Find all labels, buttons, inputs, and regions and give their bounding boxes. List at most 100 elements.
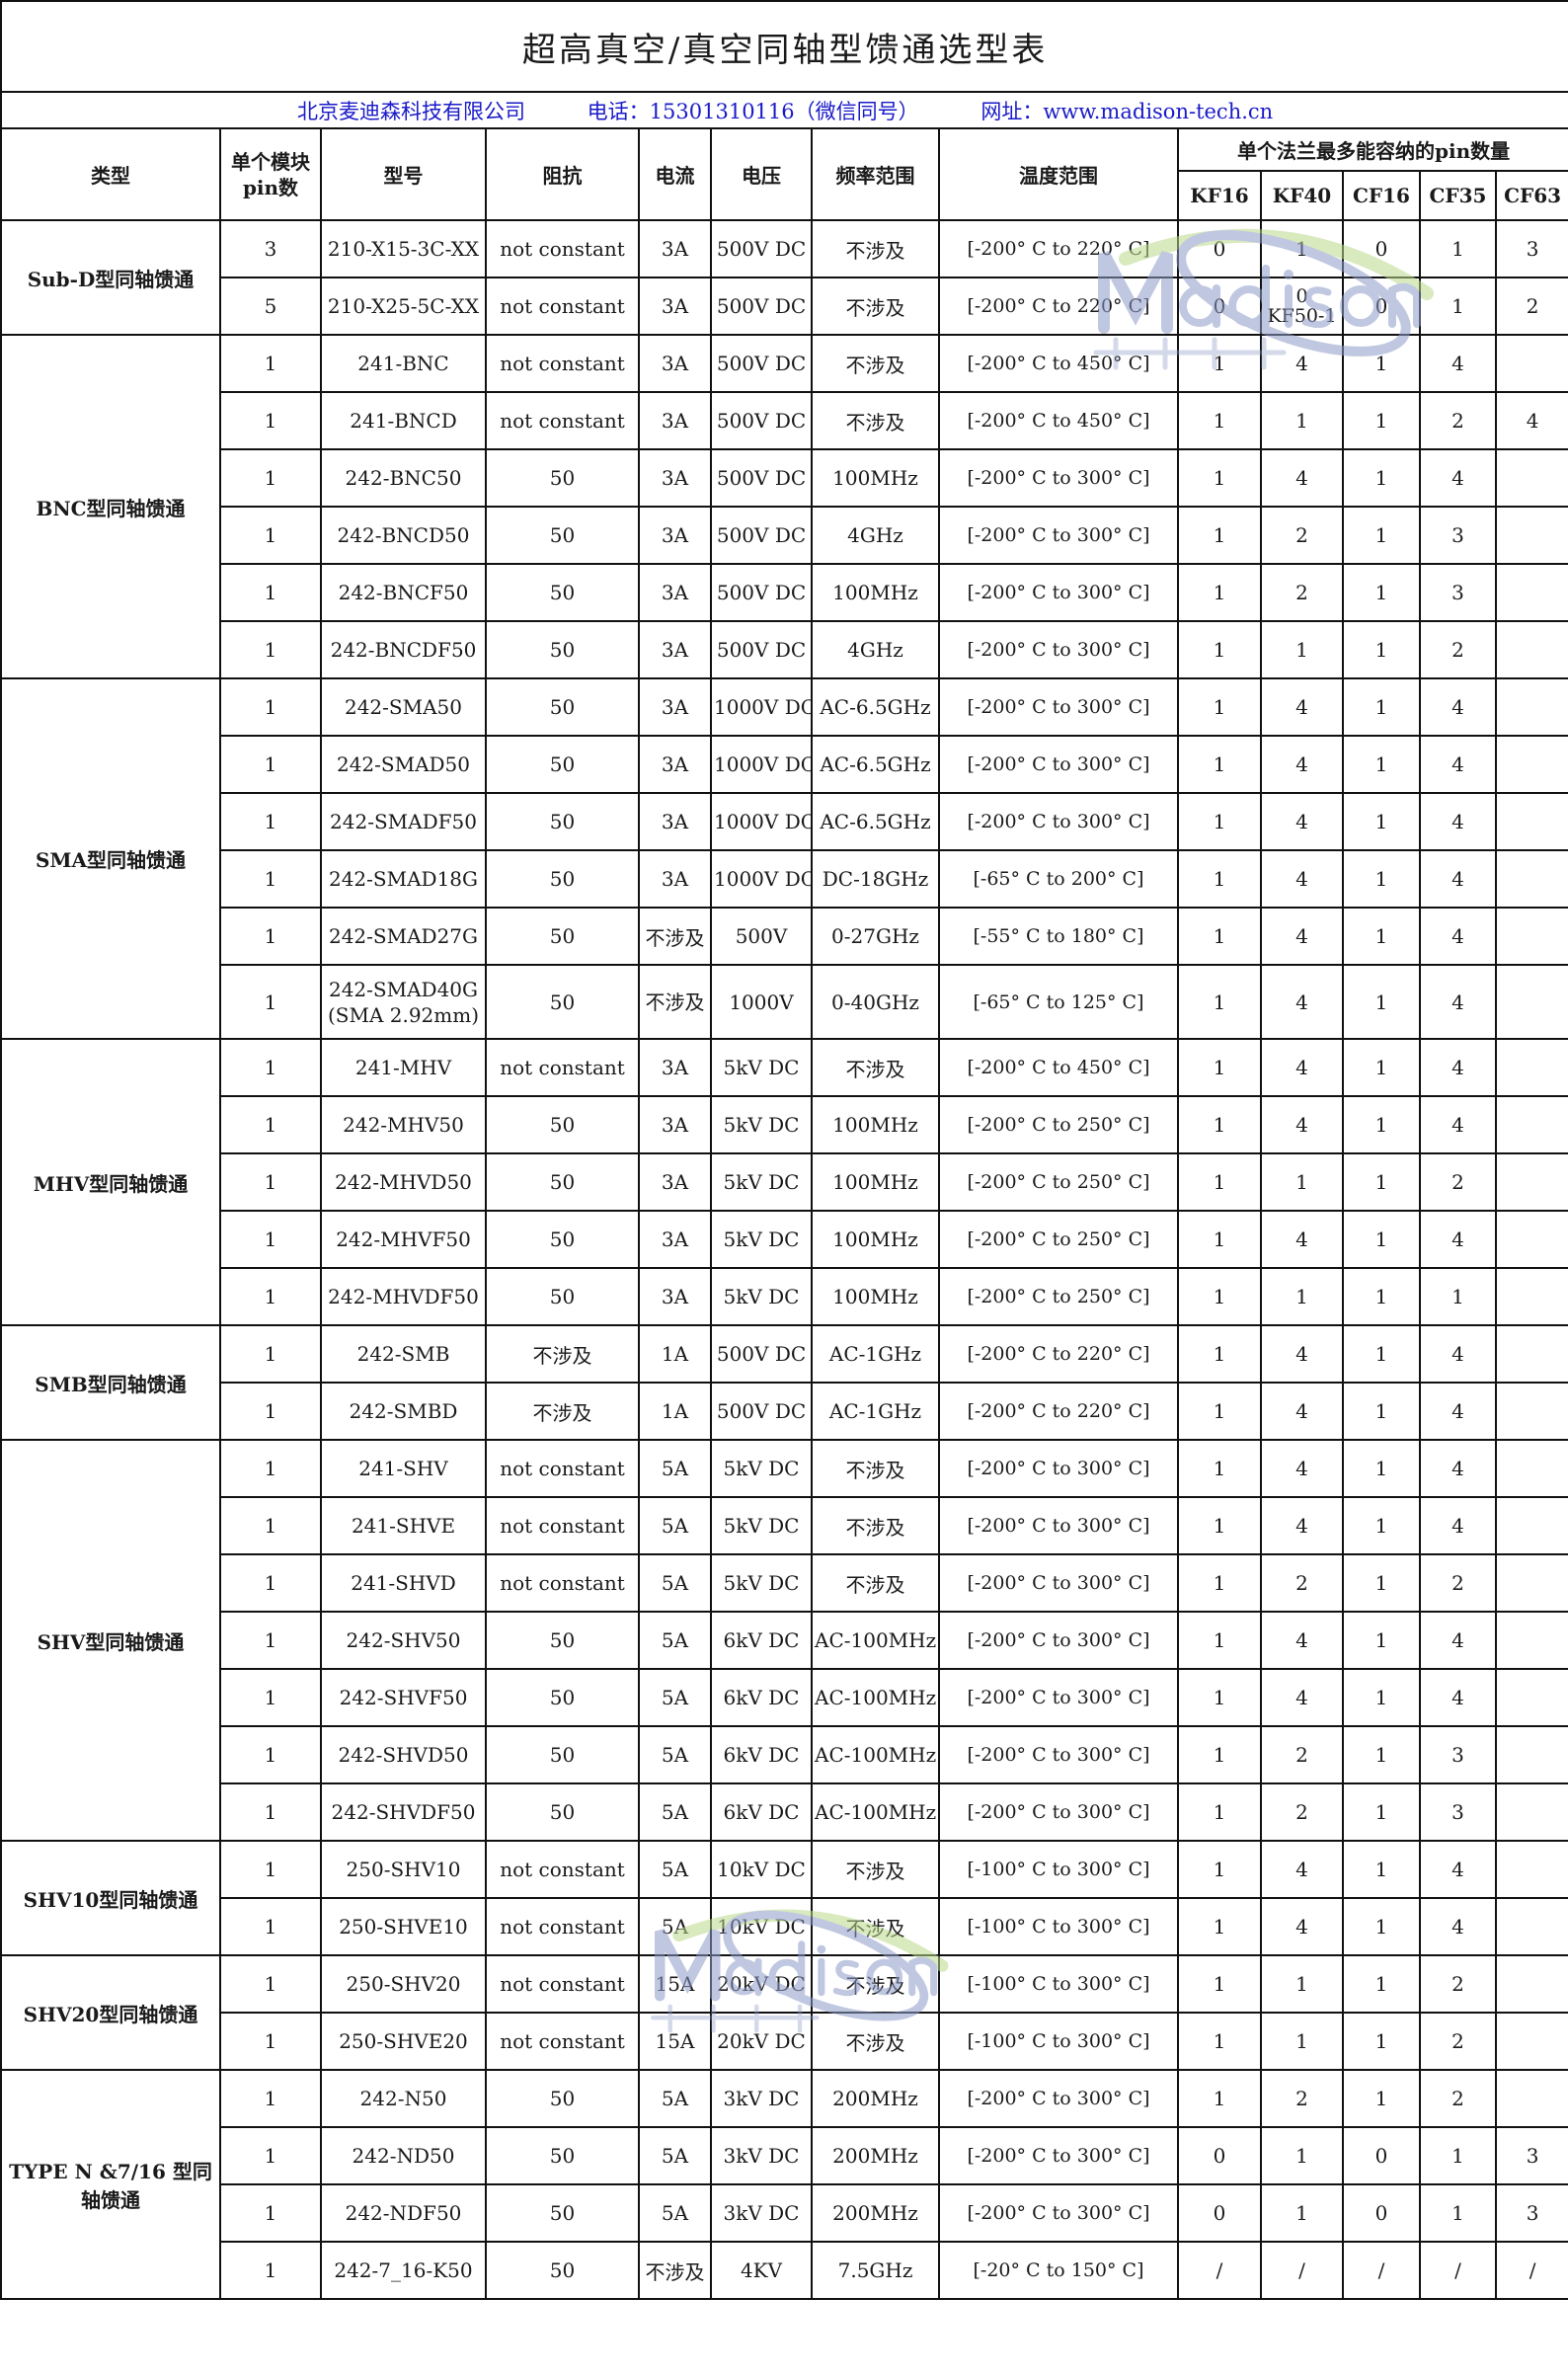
temperature-cell: [-200° C to 450° C] bbox=[938, 1038, 1179, 1097]
group-type-cell: MHV型同轴馈通 bbox=[0, 1038, 221, 1326]
company-phone: 电话：15301310116（微信同号） bbox=[587, 99, 919, 123]
current-cell: 5A bbox=[638, 2183, 712, 2243]
pins-cell: 1 bbox=[219, 1382, 322, 1441]
table-row: 1 242-SHVF50 50 5A 6kV DC AC-100MHz [-200° C t… bbox=[1, 1668, 1568, 1727]
voltage-cell: 500V DC bbox=[710, 563, 813, 622]
pin-count-kf40: 4 bbox=[1260, 334, 1344, 393]
current-cell: 3A bbox=[638, 1210, 712, 1269]
pin-count-kf40: 4 bbox=[1260, 1496, 1344, 1555]
impedance-cell: not constant bbox=[485, 2012, 640, 2071]
pin-count-cf16: 1 bbox=[1342, 334, 1421, 393]
impedance-cell: 50 bbox=[485, 677, 640, 737]
temperature-cell: [-100° C to 300° C] bbox=[938, 1954, 1179, 2014]
header-flange-kf16: KF16 bbox=[1177, 170, 1262, 221]
impedance-cell: 50 bbox=[485, 964, 640, 1040]
voltage-cell: 500V DC bbox=[710, 620, 813, 679]
pin-count-kf16: 1 bbox=[1177, 563, 1262, 622]
pin-count-cf63 bbox=[1494, 1725, 1568, 1784]
voltage-cell: 5kV DC bbox=[710, 1267, 813, 1326]
temperature-cell: [-200° C to 450° C] bbox=[938, 334, 1179, 393]
temperature-cell: [-65° C to 200° C] bbox=[938, 849, 1179, 909]
pin-count-cf16: 1 bbox=[1342, 1382, 1421, 1441]
impedance-cell: not constant bbox=[485, 1496, 640, 1555]
temperature-cell: [-200° C to 220° C] bbox=[938, 277, 1179, 336]
pin-count-cf35: 2 bbox=[1419, 1553, 1497, 1613]
model-cell: 242-MHVD50 bbox=[320, 1152, 487, 1212]
current-cell: 不涉及 bbox=[638, 964, 712, 1040]
current-cell: 3A bbox=[638, 277, 712, 336]
group-type-cell: BNC型同轴馈通 bbox=[0, 334, 221, 679]
pin-count-cf16: 1 bbox=[1342, 1954, 1421, 2014]
frequency-cell: 不涉及 bbox=[811, 277, 940, 336]
voltage-cell: 5kV DC bbox=[710, 1439, 813, 1498]
pin-count-cf63: 4 bbox=[1494, 391, 1568, 450]
impedance-cell: not constant bbox=[485, 1038, 640, 1097]
model-cell: 242-SMAD27G bbox=[320, 907, 487, 966]
pins-cell: 1 bbox=[219, 1954, 322, 2014]
pin-count-kf40: 4 bbox=[1260, 1439, 1344, 1498]
frequency-cell: 不涉及 bbox=[811, 1954, 940, 2014]
pin-count-value: 0 bbox=[1295, 285, 1308, 307]
pin-count-cf63 bbox=[1494, 1611, 1568, 1670]
voltage-cell: 1000V DC bbox=[710, 735, 813, 794]
current-cell: 3A bbox=[638, 1152, 712, 1212]
frequency-cell: 不涉及 bbox=[811, 1439, 940, 1498]
temperature-cell: [-65° C to 125° C] bbox=[938, 964, 1179, 1040]
pins-cell: 1 bbox=[219, 2012, 322, 2071]
pin-count-cf16: 1 bbox=[1342, 1095, 1421, 1154]
temperature-cell: [-200° C to 300° C] bbox=[938, 620, 1179, 679]
header-model: 型号 bbox=[320, 127, 487, 221]
model-cell: 241-MHV bbox=[320, 1038, 487, 1097]
header-flange-cf35: CF35 bbox=[1419, 170, 1497, 221]
pins-cell: 1 bbox=[219, 1725, 322, 1784]
voltage-cell: 500V bbox=[710, 907, 813, 966]
company-website[interactable]: 网址：www.madison-tech.cn bbox=[980, 99, 1274, 123]
model-cell: 242-SMB bbox=[320, 1324, 487, 1384]
frequency-cell: 200MHz bbox=[811, 2069, 940, 2128]
pin-count-cf16: 1 bbox=[1342, 1553, 1421, 1613]
pin-count-cf35: 2 bbox=[1419, 2069, 1497, 2128]
impedance-cell: 50 bbox=[485, 2069, 640, 2128]
table-row: MHV型同轴馈通 1 241-MHV not constant 3A 5kV DC 不涉及[… bbox=[0, 1038, 1568, 1326]
voltage-cell: 1000V DC bbox=[710, 677, 813, 737]
pin-count-cf35: 4 bbox=[1419, 1668, 1497, 1727]
pin-count-cf63 bbox=[1494, 1152, 1568, 1212]
voltage-cell: 5kV DC bbox=[710, 1553, 813, 1613]
table-row: 1 241-SHVD not constant 5A 5kV DC 不涉及 [-200° C… bbox=[1, 1553, 1568, 1613]
impedance-cell: 50 bbox=[485, 1611, 640, 1670]
temperature-cell: [-200° C to 250° C] bbox=[938, 1210, 1179, 1269]
impedance-cell: 50 bbox=[485, 1210, 640, 1269]
table-row: 1 242-BNCDF50 50 3A 500V DC 4GHz [-200° C to 3… bbox=[1, 620, 1568, 679]
pin-count-cf35: 1 bbox=[1419, 277, 1497, 336]
pin-count-cf16: 1 bbox=[1342, 907, 1421, 966]
header-flange-cf16: CF16 bbox=[1342, 170, 1421, 221]
impedance-cell: 50 bbox=[485, 907, 640, 966]
model-cell: 242-ND50 bbox=[320, 2126, 487, 2185]
pin-count-kf40: 4 bbox=[1260, 1897, 1344, 1956]
pins-cell: 1 bbox=[219, 1095, 322, 1154]
pin-count-cf63 bbox=[1494, 792, 1568, 851]
frequency-cell: 200MHz bbox=[811, 2183, 940, 2243]
pin-count-kf16: 1 bbox=[1177, 2012, 1262, 2071]
pin-count-cf35: 1 bbox=[1419, 219, 1497, 278]
pins-cell: 1 bbox=[219, 792, 322, 851]
table-row: 1 241-BNCD not constant 3A 500V DC 不涉及 [-200° … bbox=[1, 391, 1568, 450]
voltage-cell: 500V DC bbox=[710, 277, 813, 336]
current-cell: 3A bbox=[638, 620, 712, 679]
current-cell: 3A bbox=[638, 219, 712, 278]
impedance-cell: 不涉及 bbox=[485, 1382, 640, 1441]
pin-count-kf40: 1 bbox=[1260, 2126, 1344, 2185]
pins-cell: 1 bbox=[219, 1897, 322, 1956]
pin-count-kf16: 1 bbox=[1177, 1382, 1262, 1441]
pin-count-cf35: 1 bbox=[1419, 2183, 1497, 2243]
pin-count-kf16: 1 bbox=[1177, 2069, 1262, 2128]
pin-count-cf35: 4 bbox=[1419, 1897, 1497, 1956]
pin-count-kf40: 2 bbox=[1260, 1782, 1344, 1842]
impedance-cell: 50 bbox=[485, 792, 640, 851]
pin-count-kf16: 1 bbox=[1177, 735, 1262, 794]
header-flange-kf40: KF40 bbox=[1260, 170, 1344, 221]
pin-count-cf16: 1 bbox=[1342, 849, 1421, 909]
pin-count-cf16: 1 bbox=[1342, 448, 1421, 508]
model-cell: 242-BNC50 bbox=[320, 448, 487, 508]
current-cell: 3A bbox=[638, 792, 712, 851]
